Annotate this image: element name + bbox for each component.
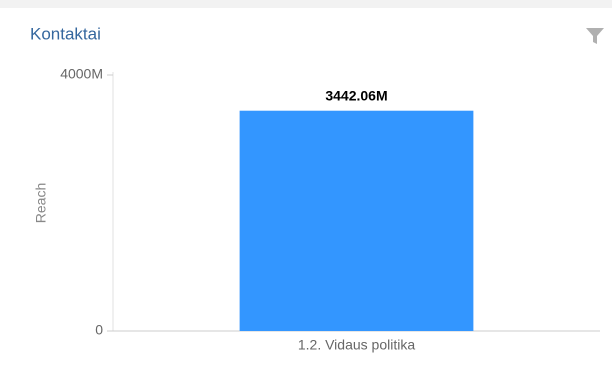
filter-icon-shape[interactable]	[586, 28, 604, 44]
top-strip	[0, 0, 612, 8]
chart-title: Kontaktai	[30, 24, 101, 43]
y-tick-label: 0	[95, 322, 103, 338]
bar	[239, 110, 474, 331]
filter-icon[interactable]	[586, 28, 604, 44]
y-axis-label: Reach	[33, 183, 49, 223]
y-tick-label: 4000M	[60, 66, 103, 82]
data-label: 3442.06M	[325, 87, 387, 103]
x-tick-label: 1.2. Vidaus politika	[298, 337, 415, 353]
